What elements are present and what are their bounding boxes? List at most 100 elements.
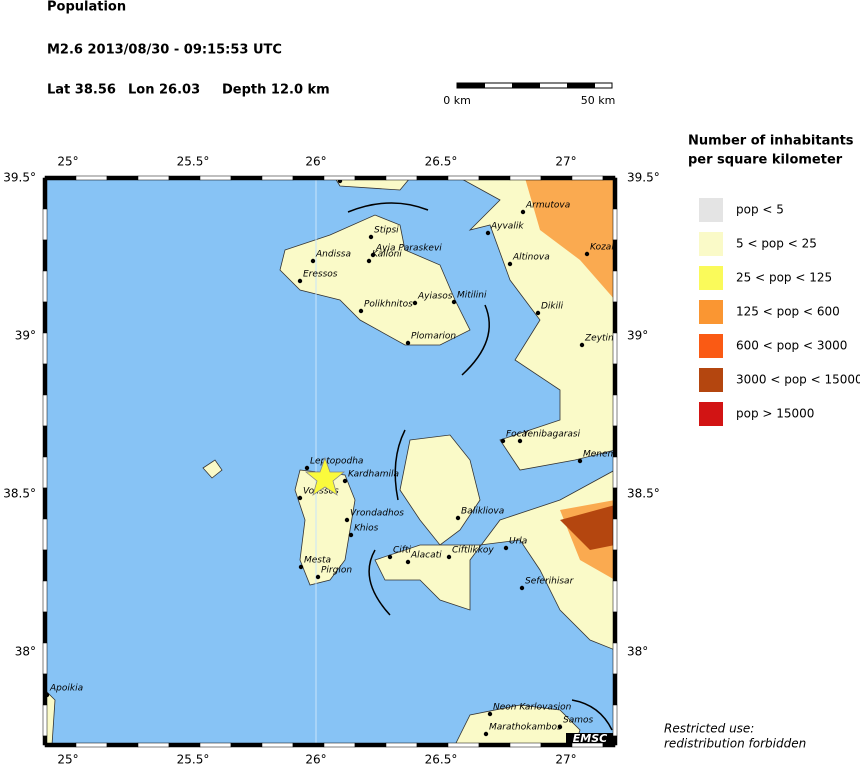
town-label: Balikliova [461,507,504,517]
town-label: Ayiasos [417,292,453,302]
frame-segment [612,332,618,365]
legend-label: pop > 15000 [736,407,814,421]
frame-segment [323,742,356,748]
town-label: Leptopodha [310,457,363,467]
town-label: Neon Karlovasion [493,703,572,713]
frame-segment [612,270,618,303]
town-dot [297,278,303,284]
frame-segment [42,549,48,582]
frame-segment [385,742,418,748]
town-label: Zeytin [584,334,614,344]
frame-segment [612,642,618,675]
frame-segment [42,487,48,520]
frame-segment [42,611,48,644]
lat-label: 38.5° [627,487,660,501]
frame-segment [137,175,170,181]
lon-label: 27° [555,753,576,767]
town-dot [342,478,348,484]
legend-swatch [699,266,723,290]
town-dot [412,300,418,306]
frame-segment [612,394,618,427]
frame-segment [354,742,387,748]
town-label: Foca [506,430,527,440]
frame-segment [44,175,77,181]
town-label: Cifti [393,546,411,556]
town-label: Khios [354,524,379,534]
town-dot [370,252,376,258]
frame-segment [42,301,48,334]
town-dot [298,564,304,570]
town-label: Alacati [410,551,442,561]
town-dot [304,465,310,471]
legend-label: 3000 < pop < 15000 [736,373,860,387]
frame-segment [42,394,48,427]
town-label: Seferihisar [525,577,575,587]
frame-segment [199,742,232,748]
legend-title: per square kilometer [688,153,843,168]
frame-segment [292,742,325,748]
frame-segment [292,175,325,181]
town-dot [557,724,563,730]
frame-segment [42,673,48,706]
legend-label: 25 < pop < 125 [736,271,832,285]
frame-segment [137,742,170,748]
frame-segment [323,175,356,181]
frame-segment [42,177,48,210]
frame-segment [385,175,418,181]
frame-segment [42,425,48,458]
frame-segment [612,549,618,582]
lon-label: 25° [57,155,78,169]
town-dot [451,299,457,305]
frame-segment [168,742,201,748]
town-label: Kardhamila [348,470,399,480]
lat-label: 38° [627,645,648,659]
frame-segment [106,175,139,181]
frame-segment [42,363,48,396]
town-label: Urla [509,537,527,547]
logo: EMSC [573,732,607,745]
lon-label: 26.5° [425,753,458,767]
legend-label: 5 < pop < 25 [736,237,817,251]
lon-label: 26° [305,155,326,169]
legend-label: pop < 5 [736,203,784,217]
legend-label: 600 < pop < 3000 [736,339,847,353]
lon-label: 25.5° [177,753,210,767]
frame-segment [571,742,604,748]
town-label: Kalloni [372,250,402,260]
frame-segment [42,518,48,551]
frame-segment [42,270,48,303]
scale-end: 50 km [581,94,616,107]
event-lon: Lon 26.03 [128,83,200,98]
frame-segment [75,175,108,181]
frame-segment [612,456,618,489]
town-dot [297,495,303,501]
frame-segment [478,175,511,181]
frame-segment [612,363,618,396]
event-depth: Depth 12.0 km [222,83,330,98]
frame-segment [42,735,48,746]
frame-segment [612,487,618,520]
frame-segment [416,742,449,748]
frame-segment [106,742,139,748]
town-dot [579,342,585,348]
frame-segment [571,175,604,181]
town-label: Samos [563,716,594,726]
town-label: Pirgion [321,566,352,576]
frame-segment [447,175,480,181]
town-dot [358,308,364,314]
town-dot [348,532,354,538]
frame-segment [612,580,618,613]
town-dot [487,711,493,717]
lat-label: 38.5° [3,487,36,501]
frame-segment [416,175,449,181]
frame-segment [540,175,573,181]
legend-swatch [699,198,723,222]
frame-segment [612,735,618,746]
footer: Restricted use: [664,722,754,736]
town-dot [520,209,526,215]
town-dot [446,554,452,560]
frame-segment [261,742,294,748]
frame-segment [42,456,48,489]
scale-bar [456,82,613,89]
